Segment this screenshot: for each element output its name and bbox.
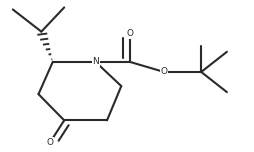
Text: O: O (161, 67, 168, 76)
Text: O: O (126, 29, 133, 38)
Text: O: O (46, 138, 53, 147)
Text: N: N (92, 57, 99, 66)
